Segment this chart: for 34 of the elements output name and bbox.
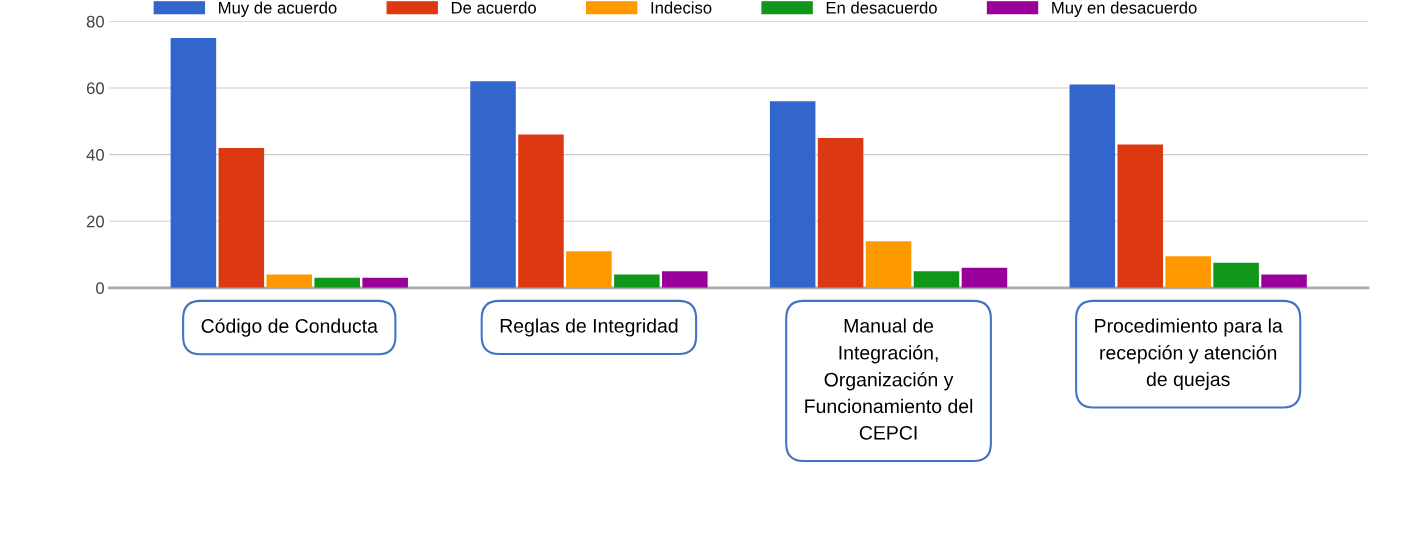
legend-label: Muy en desacuerdo bbox=[1052, 1, 1197, 17]
bar bbox=[961, 267, 1008, 288]
y-tick-label: 0 bbox=[96, 282, 104, 295]
legend-label: Indeciso bbox=[651, 1, 712, 14]
bar bbox=[1069, 84, 1116, 288]
bar bbox=[1261, 274, 1307, 288]
bar bbox=[362, 277, 408, 288]
bar bbox=[470, 81, 516, 288]
x-tick-label: Manual de Integración, Organización y Funcionamiento del CEPCI bbox=[805, 318, 973, 440]
bar bbox=[314, 277, 360, 288]
y-tick-label: 20 bbox=[86, 215, 104, 228]
bar bbox=[817, 137, 864, 288]
bar bbox=[913, 271, 960, 288]
legend-label: Muy de acuerdo bbox=[219, 1, 337, 17]
bar bbox=[566, 251, 612, 288]
bar bbox=[614, 274, 660, 288]
y-tick-label: 40 bbox=[86, 148, 104, 161]
bar bbox=[865, 241, 912, 288]
bar bbox=[1117, 144, 1164, 288]
bar bbox=[170, 37, 217, 288]
bar bbox=[266, 274, 313, 288]
bar bbox=[769, 101, 816, 288]
legend-label: En desacuerdo bbox=[826, 1, 937, 14]
bar bbox=[518, 134, 564, 288]
bar bbox=[218, 147, 265, 288]
bar bbox=[662, 271, 708, 288]
y-tick-label: 60 bbox=[86, 82, 104, 95]
legend-label: De acuerdo bbox=[451, 1, 536, 14]
x-tick-label: Código de Conducta bbox=[201, 318, 378, 337]
bar bbox=[1213, 262, 1259, 288]
y-tick-label: 80 bbox=[86, 15, 104, 28]
bar bbox=[1165, 256, 1211, 288]
x-tick-label: Reglas de Integridad bbox=[500, 318, 678, 337]
x-tick-label: Procedimiento para la recepción y atención de quejas bbox=[1095, 318, 1283, 391]
